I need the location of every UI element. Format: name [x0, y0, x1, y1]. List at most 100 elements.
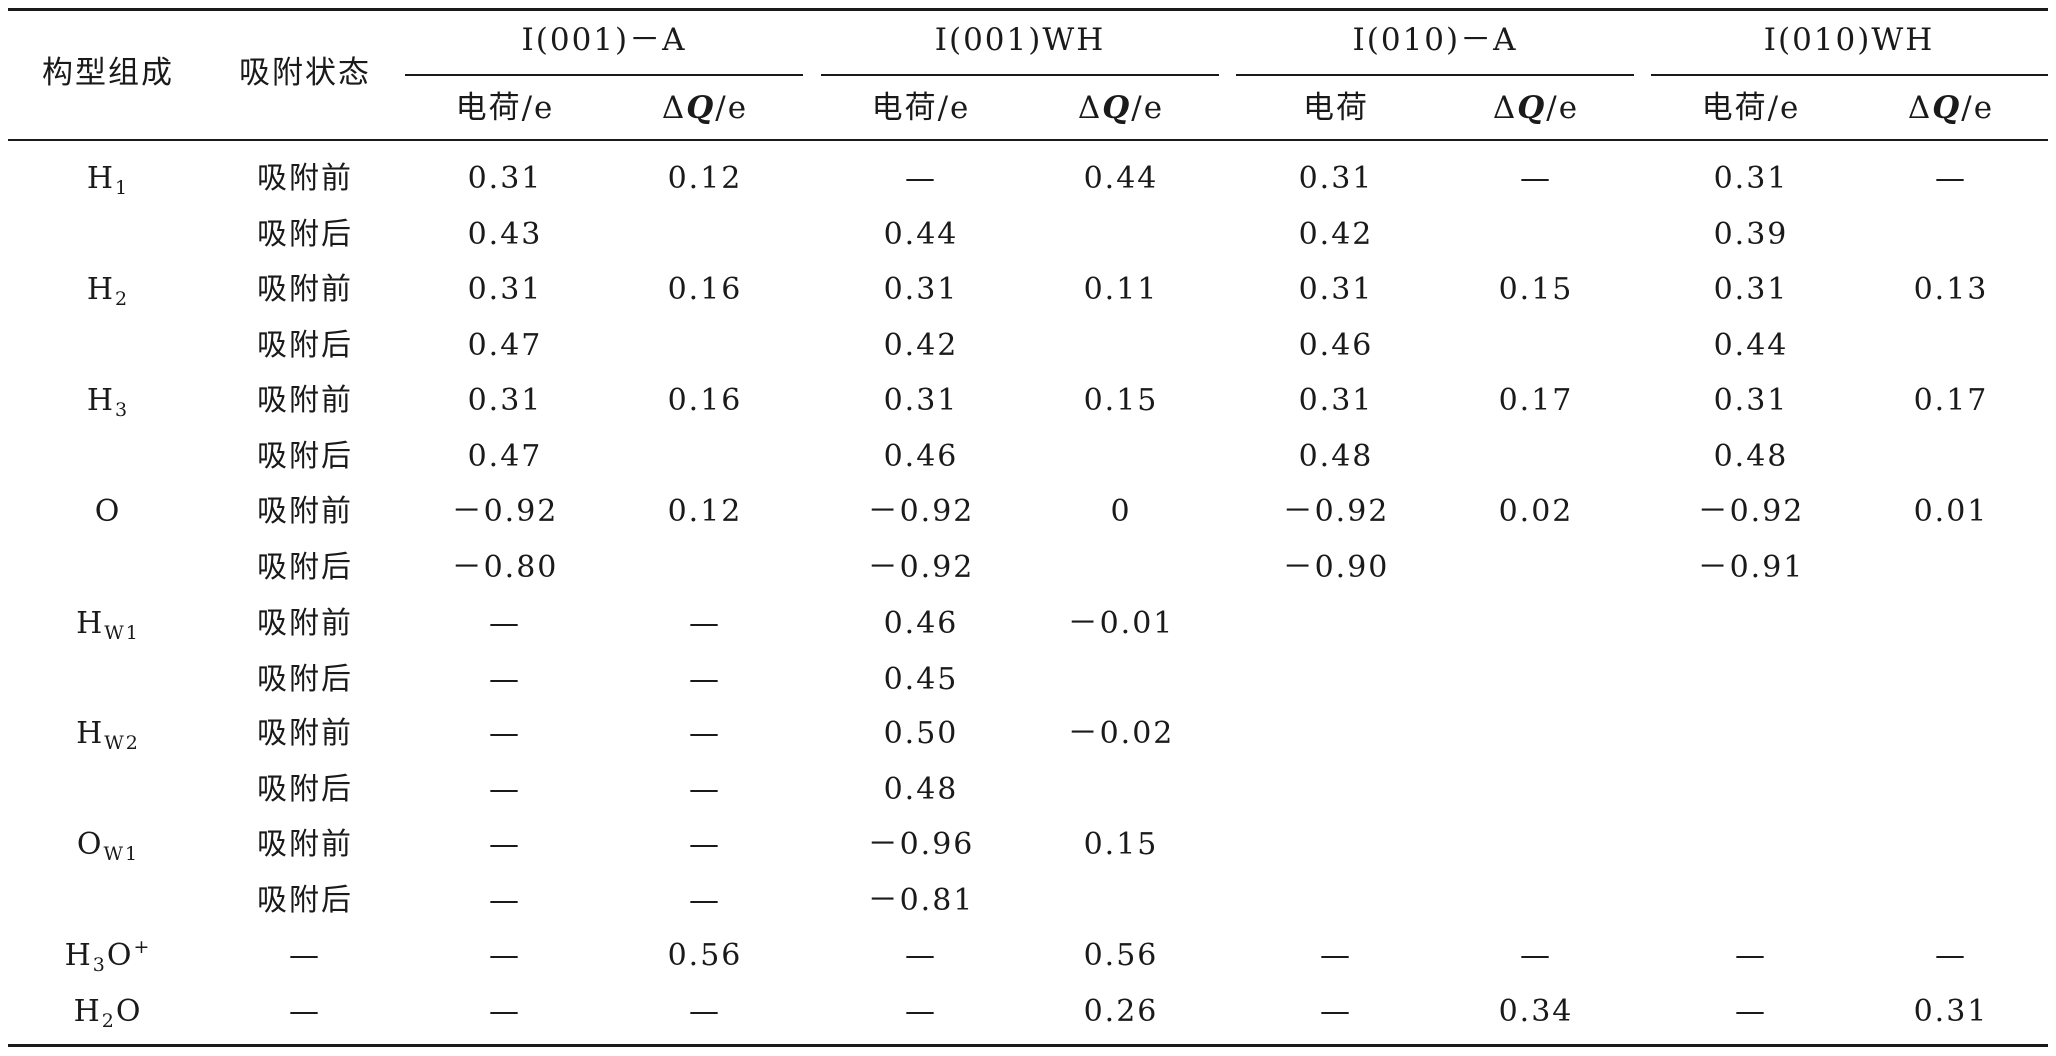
state-text: 吸附后 — [257, 772, 353, 807]
table-cell: — — [605, 662, 805, 698]
table-cell: 0.48 — [1651, 439, 1851, 475]
label-base: H — [76, 606, 105, 641]
table-cell: 0.31 — [1236, 161, 1436, 197]
group-header-4: I(010)WH — [1669, 22, 2029, 58]
delta-symbol: Δ — [1492, 90, 1518, 126]
state-text: 吸附前 — [257, 716, 353, 751]
cell-value: — — [1935, 161, 1967, 196]
unit-label: /e — [715, 90, 749, 126]
cell-value: 0.31 — [467, 383, 543, 418]
cell-value: 0.02 — [1498, 494, 1574, 529]
table-cell: — — [405, 716, 605, 752]
cell-value: 0.31 — [1298, 161, 1374, 196]
row-state: 吸附前 — [205, 716, 405, 752]
top-rule — [8, 8, 2048, 11]
cell-value: 0.12 — [667, 494, 743, 529]
group-rule-3 — [1236, 74, 1634, 76]
cell-value: 0.12 — [667, 161, 743, 196]
label-base: H — [73, 994, 102, 1029]
state-text: 吸附前 — [257, 494, 353, 529]
charge-label: 电荷 — [1303, 90, 1369, 126]
cell-value: — — [489, 883, 521, 918]
cell-value: — — [489, 938, 521, 973]
table-cell: — — [405, 883, 605, 919]
q-symbol: Q — [1102, 90, 1132, 126]
cell-value: 0.44 — [1083, 161, 1159, 196]
cell-value: －0.92 — [867, 494, 975, 529]
cell-value: 0.42 — [883, 328, 959, 363]
header-state: 吸附状态 — [195, 55, 415, 91]
state-text: 吸附后 — [257, 550, 353, 585]
table-cell: 0.50 — [821, 716, 1021, 752]
table-cell: 0.43 — [405, 217, 605, 253]
table-cell: 0.11 — [1021, 272, 1221, 308]
label-base: O — [76, 827, 104, 862]
cell-value: 0.11 — [1083, 272, 1159, 307]
table-cell: — — [605, 883, 805, 919]
table-cell: 0.46 — [821, 606, 1021, 642]
q-symbol: Q — [686, 90, 716, 126]
cell-value: 0.31 — [1298, 272, 1374, 307]
table-cell: 0.31 — [821, 272, 1021, 308]
cell-value: 0.44 — [883, 217, 959, 252]
row-label: HW2 — [8, 716, 208, 754]
unit-label: /e — [937, 90, 971, 126]
state-text: 吸附前 — [257, 272, 353, 307]
table-cell: — — [605, 716, 805, 752]
cell-value: — — [489, 772, 521, 807]
cell-value: — — [489, 716, 521, 751]
table-cell: — — [605, 606, 805, 642]
table-cell: — — [821, 938, 1021, 974]
table-cell: 0.31 — [1651, 272, 1851, 308]
group-header-text: I(010)WH — [1763, 22, 1935, 58]
cell-value: — — [1320, 938, 1352, 973]
state-text: 吸附后 — [257, 883, 353, 918]
table-cell: 0.15 — [1436, 272, 1636, 308]
group-rule-2 — [821, 74, 1219, 76]
cell-value: －0.02 — [1067, 716, 1175, 751]
state-text: 吸附后 — [257, 328, 353, 363]
state-text: 吸附前 — [257, 606, 353, 641]
cell-value: 0.31 — [1713, 383, 1789, 418]
cell-value: 0.34 — [1498, 994, 1574, 1029]
label-subscript: W2 — [104, 732, 140, 754]
table-cell: — — [405, 606, 605, 642]
label-base: H — [86, 161, 116, 196]
group-rule-1 — [405, 74, 803, 76]
label-subscript: 3 — [115, 399, 130, 421]
charge-label: 电荷 — [1701, 90, 1768, 126]
table-cell: 0.31 — [1651, 161, 1851, 197]
label-base: H — [64, 938, 93, 973]
table-cell: 0.16 — [605, 272, 805, 308]
label-base: O — [94, 494, 122, 529]
header-state-text: 吸附状态 — [239, 55, 371, 91]
row-state: 吸附后 — [205, 328, 405, 364]
cell-value: 0.31 — [467, 161, 543, 196]
cell-value: — — [1735, 994, 1767, 1029]
charge-label: 电荷 — [455, 90, 522, 126]
cell-value: 0 — [1110, 494, 1132, 529]
table-cell: 0.45 — [821, 662, 1021, 698]
table-cell: 0.48 — [821, 772, 1021, 808]
table-cell: 0.17 — [1851, 383, 2051, 419]
cell-value: 0.15 — [1498, 272, 1574, 307]
cell-value: 0.17 — [1498, 383, 1574, 418]
cell-value: 0.48 — [1713, 439, 1789, 474]
group-rule-4 — [1651, 74, 2048, 76]
label-superscript: + — [133, 936, 152, 958]
table-cell: 0.39 — [1651, 217, 1851, 253]
table-cell: 0.42 — [821, 328, 1021, 364]
group-header-1: I(001)－A — [424, 22, 784, 58]
cell-value: — — [905, 161, 937, 196]
cell-value: 0.56 — [1083, 938, 1159, 973]
table-cell: 0.31 — [405, 272, 605, 308]
table-cell: — — [821, 994, 1021, 1030]
group-header-text: I(010)－A — [1352, 22, 1518, 58]
cell-value: 0.44 — [1713, 328, 1789, 363]
table-cell: 0.13 — [1851, 272, 2051, 308]
table-cell: 0.44 — [821, 217, 1021, 253]
state-text: 吸附前 — [257, 827, 353, 862]
cell-value: — — [689, 883, 721, 918]
cell-value: — — [489, 662, 521, 697]
table-cell: 0.34 — [1436, 994, 1636, 1030]
